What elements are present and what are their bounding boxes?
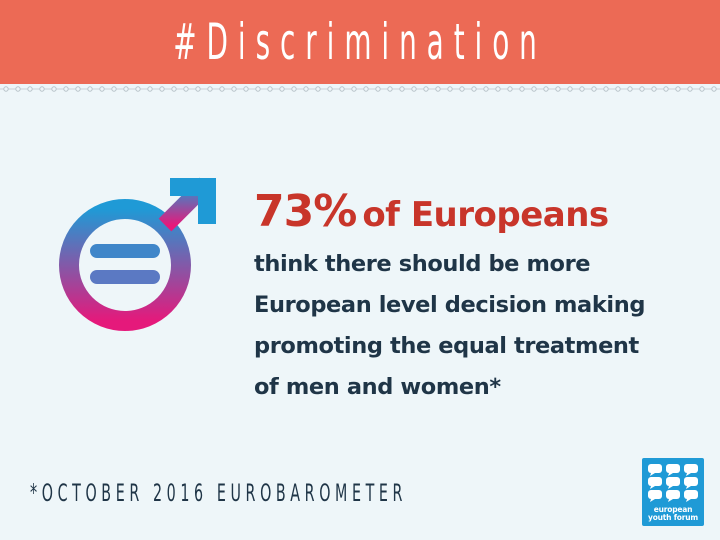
divider-dot bbox=[15, 86, 21, 92]
divider-dot bbox=[411, 86, 417, 92]
divider-dot bbox=[111, 86, 117, 92]
body-text: think there should be more European leve… bbox=[254, 244, 704, 408]
divider-dot bbox=[159, 86, 165, 92]
european-youth-forum-logo: european youth forum bbox=[642, 458, 704, 526]
divider-dot bbox=[171, 86, 177, 92]
divider-dot bbox=[675, 86, 681, 92]
dotted-divider bbox=[0, 86, 720, 92]
divider-dot bbox=[75, 86, 81, 92]
divider-dot bbox=[315, 86, 321, 92]
headline-rest: of Europeans bbox=[362, 195, 609, 235]
divider-dot bbox=[255, 86, 261, 92]
divider-dot bbox=[375, 86, 381, 92]
speech-bubbles-icon bbox=[648, 464, 698, 502]
divider-dot bbox=[351, 86, 357, 92]
divider-dot bbox=[435, 86, 441, 92]
divider-dot bbox=[3, 86, 9, 92]
divider-dot bbox=[279, 86, 285, 92]
divider-dot bbox=[615, 86, 621, 92]
gender-equality-icon bbox=[59, 177, 216, 395]
divider-dot bbox=[183, 86, 189, 92]
divider-dot bbox=[447, 86, 453, 92]
divider-dot bbox=[303, 86, 309, 92]
divider-dot bbox=[387, 86, 393, 92]
divider-dot bbox=[531, 86, 537, 92]
divider-dot bbox=[591, 86, 597, 92]
body-line: European level decision making bbox=[254, 292, 646, 318]
divider-dot bbox=[123, 86, 129, 92]
divider-dot bbox=[207, 86, 213, 92]
divider-dot bbox=[459, 86, 465, 92]
divider-dot bbox=[291, 86, 297, 92]
divider-dot bbox=[219, 86, 225, 92]
footnote: *OCTOBER 2016 EUROBAROMETER bbox=[30, 479, 408, 507]
divider-dot bbox=[243, 86, 249, 92]
divider-dot bbox=[423, 86, 429, 92]
divider-dot bbox=[711, 86, 717, 92]
divider-dot bbox=[135, 86, 141, 92]
header-title: #Discrimination bbox=[173, 13, 547, 71]
divider-dot bbox=[327, 86, 333, 92]
divider-dot bbox=[639, 86, 645, 92]
logo-text-line2: youth forum bbox=[648, 513, 698, 522]
divider-dot bbox=[555, 86, 561, 92]
body-line: of men and women* bbox=[254, 374, 501, 400]
divider-dot bbox=[507, 86, 513, 92]
divider-dot bbox=[699, 86, 705, 92]
header-banner: #Discrimination bbox=[0, 0, 720, 84]
divider-dot bbox=[627, 86, 633, 92]
divider-dot bbox=[51, 86, 57, 92]
divider-dot bbox=[687, 86, 693, 92]
divider-dot bbox=[267, 86, 273, 92]
divider-dot bbox=[87, 86, 93, 92]
divider-dot bbox=[567, 86, 573, 92]
divider-dot bbox=[519, 86, 525, 92]
body-line: think there should be more bbox=[254, 251, 591, 277]
body-line: promoting the equal treatment bbox=[254, 333, 639, 359]
divider-dot bbox=[603, 86, 609, 92]
headline: 73% of Europeans bbox=[254, 186, 694, 237]
divider-dot bbox=[399, 86, 405, 92]
divider-dot bbox=[339, 86, 345, 92]
divider-dot bbox=[651, 86, 657, 92]
divider-dot bbox=[663, 86, 669, 92]
divider-dot bbox=[99, 86, 105, 92]
divider-dot bbox=[231, 86, 237, 92]
divider-dot bbox=[363, 86, 369, 92]
logo-text-line1: european bbox=[653, 505, 693, 514]
divider-dot bbox=[495, 86, 501, 92]
divider-dot bbox=[471, 86, 477, 92]
divider-dot bbox=[543, 86, 549, 92]
divider-dot bbox=[483, 86, 489, 92]
divider-dot bbox=[579, 86, 585, 92]
divider-dot bbox=[63, 86, 69, 92]
divider-dot bbox=[147, 86, 153, 92]
divider-dot bbox=[27, 86, 33, 92]
divider-dot bbox=[195, 86, 201, 92]
headline-percent: 73% bbox=[254, 186, 357, 237]
divider-dot bbox=[39, 86, 45, 92]
